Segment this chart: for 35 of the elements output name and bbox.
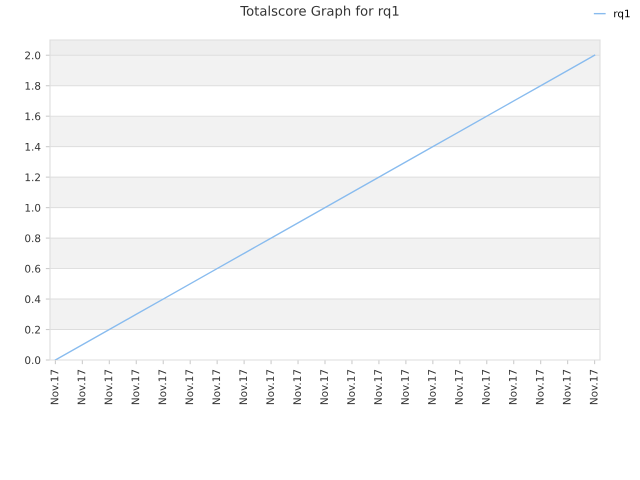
x-tick-label: Nov.17 — [239, 370, 248, 404]
x-tick-label: Nov.17 — [428, 370, 436, 404]
y-tick-label: 2.0 — [25, 51, 40, 60]
x-tick-label: Nov.17 — [212, 370, 220, 404]
x-tick-label: Nov.17 — [455, 370, 463, 404]
chart-title: Totalscore Graph for rq1 — [240, 6, 398, 18]
y-tick-label: 0.0 — [25, 356, 40, 364]
y-tick-label: 0.4 — [25, 295, 40, 304]
x-tick-label: Nov.17 — [562, 370, 571, 404]
x-tick-label: Nov.17 — [50, 370, 58, 404]
x-tick-label: Nov.17 — [401, 370, 409, 404]
y-tick-label: 1.0 — [26, 204, 40, 212]
y-tick-label: 0.8 — [25, 234, 40, 242]
x-tick-label: Nov.17 — [536, 370, 544, 404]
y-tick-label: 1.2 — [26, 173, 40, 182]
x-tick-label: Nov.17 — [590, 370, 598, 404]
x-tick-label: Nov.17 — [104, 370, 112, 404]
x-tick-label: Nov.17 — [320, 370, 328, 404]
x-tick-label: Nov.17 — [482, 370, 490, 404]
y-tick-label: 1.6 — [26, 112, 40, 120]
line-series — [54, 54, 596, 360]
y-tick-label: 1.4 — [26, 143, 40, 151]
x-tick-label: Nov.17 — [158, 370, 166, 404]
x-tick-label: Nov.17 — [78, 370, 86, 404]
y-tick-label: 1.8 — [26, 82, 40, 90]
legend-label: rq1 — [614, 10, 630, 20]
x-tick-label: Nov.17 — [185, 370, 194, 404]
y-tick-label: 0.2 — [25, 326, 40, 334]
x-tick-label: Nov.17 — [374, 370, 382, 404]
x-tick-label: Nov.17 — [266, 370, 274, 404]
x-tick-label: Nov.17 — [509, 370, 517, 404]
x-tick-label: Nov.17 — [293, 370, 302, 404]
x-tick-label: Nov.17 — [132, 370, 140, 404]
y-tick-label: 0.6 — [25, 264, 40, 273]
x-tick-label: Nov.17 — [347, 370, 355, 404]
